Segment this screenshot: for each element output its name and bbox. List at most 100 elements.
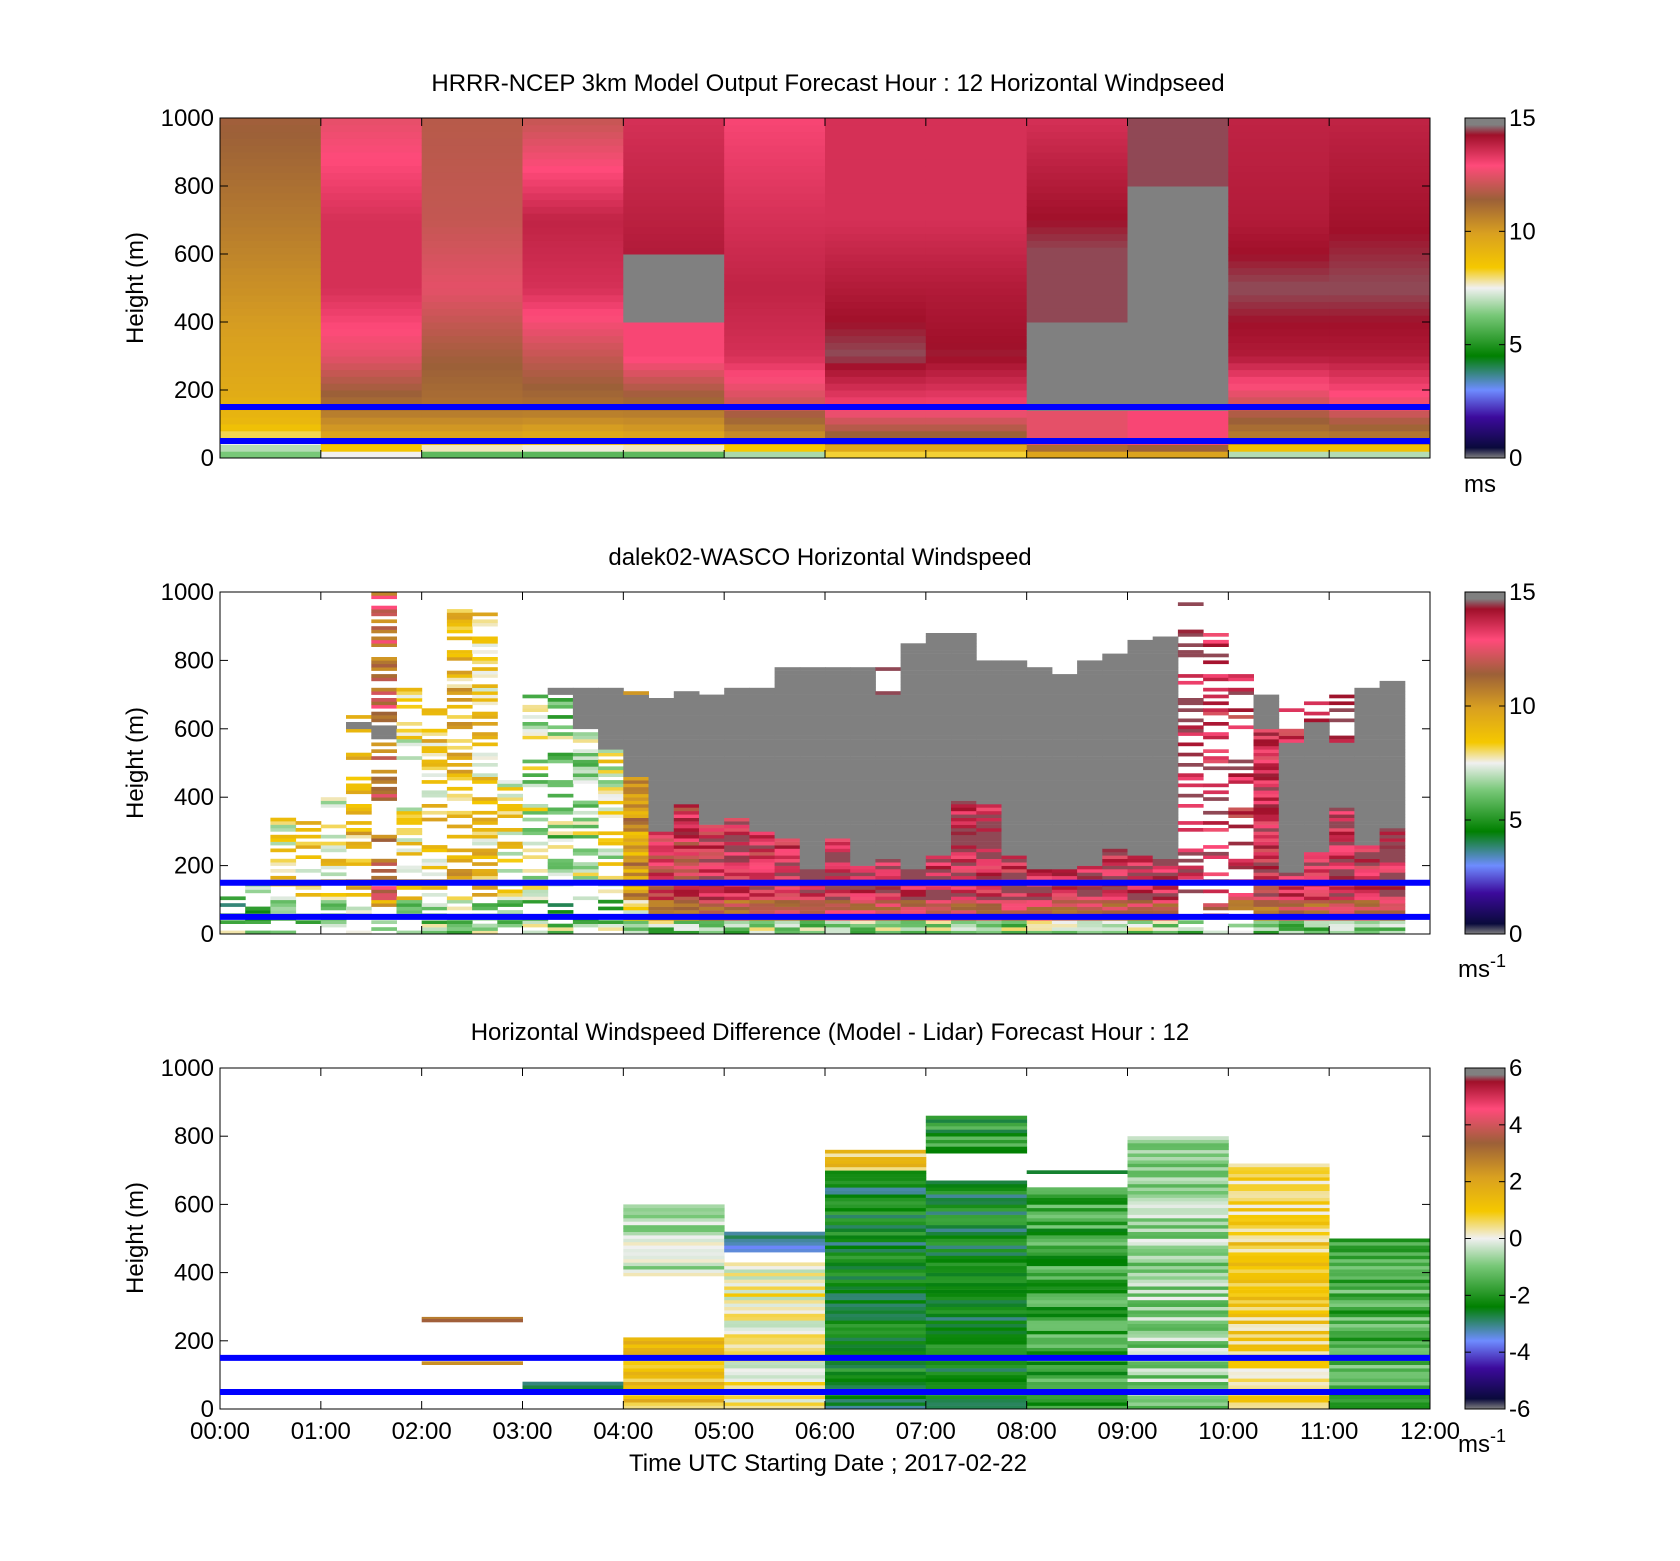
heatmap-cell [623,828,649,832]
heatmap-cell [1304,838,1330,842]
heatmap-cell [749,899,776,904]
heatmap-cell [1001,927,1028,931]
heatmap-cell [1127,369,1229,377]
heatmap-cell [1102,848,1128,853]
heatmap-cell [699,759,725,764]
heatmap-cell [825,444,927,452]
heatmap-cell [774,834,801,839]
heatmap-cell [421,165,523,173]
heatmap-cell [1304,875,1330,880]
heatmap-cell [673,752,700,757]
heatmap-cell [1127,1269,1229,1273]
heatmap-cell [320,903,347,907]
heatmap-cell [900,903,927,907]
heatmap-cell [648,869,675,873]
heatmap-cell [396,841,423,846]
heatmap-cell [749,752,776,757]
heatmap-cell [371,677,397,682]
heatmap-cell [925,735,952,740]
heatmap-cell [1127,1166,1229,1171]
heatmap-cell [951,633,977,637]
heatmap-cell [925,732,952,736]
heatmap-cell [976,708,1002,712]
heatmap-cell [850,824,876,829]
heatmap-cell [295,834,322,839]
heatmap-cell [421,732,448,736]
heatmap-cell [295,828,322,832]
heatmap-cell [724,1361,826,1365]
heatmap-cell [825,328,927,337]
heatmap-cell [724,691,750,695]
heatmap-cell [598,745,624,750]
heatmap-cell [1127,322,1229,330]
heatmap-cell [446,629,473,634]
heatmap-cell [900,797,927,801]
heatmap-cell [623,920,649,924]
heatmap-cell [1228,1316,1330,1321]
heatmap-cell [1026,701,1053,706]
heatmap-cell [724,424,826,432]
heatmap-cell [825,1214,927,1219]
heatmap-cell [976,824,1002,829]
heatmap-cell [825,226,927,235]
heatmap-cell [1354,797,1381,801]
heatmap-cell [1329,1405,1431,1410]
heatmap-cell [1127,920,1154,924]
heatmap-cell [825,759,851,764]
heatmap-cell [1127,1183,1229,1188]
heatmap-cell [1177,602,1204,606]
heatmap-cell [1278,845,1305,849]
heatmap-cell [572,722,599,726]
heatmap-cell [1152,800,1179,805]
heatmap-cell [446,776,473,781]
heatmap-cell [875,766,902,771]
heatmap-cell [925,814,952,818]
heatmap-cell [1228,1313,1330,1318]
heatmap-cell [925,646,952,651]
heatmap-cell [925,1364,1028,1369]
heatmap-cell [1228,858,1254,863]
heatmap-cell [623,1395,725,1400]
heatmap-cell [371,639,397,644]
heatmap-cell [1001,862,1028,866]
heatmap-cell [724,1306,826,1311]
heatmap-cell [1152,732,1179,736]
heatmap-cell [1026,1279,1128,1284]
heatmap-cell [724,687,750,692]
heatmap-cell [976,674,1002,678]
heatmap-cell [472,862,498,866]
heatmap-cell [1102,763,1128,767]
heatmap-cell [976,851,1002,856]
heatmap-cell [320,138,423,146]
heatmap-cell [925,786,952,791]
heatmap-cell [1127,1398,1229,1403]
heatmap-cell [825,172,927,180]
heatmap-cell [220,410,322,418]
x-tick-label: 09:00 [1097,1418,1157,1445]
heatmap-cell [925,759,952,764]
heatmap-cell [724,862,750,866]
heatmap-cell [951,828,977,832]
heatmap-cell [900,752,927,757]
heatmap-cell [925,1374,1028,1379]
heatmap-cell [522,124,624,133]
heatmap-cell [900,848,927,853]
heatmap-cell [1127,927,1154,931]
heatmap-cell [1077,667,1103,671]
heatmap-cell [346,834,372,839]
heatmap-cell [1278,780,1305,784]
heatmap-cell [1026,294,1128,303]
heatmap-cell [1228,807,1254,812]
heatmap-cell [1278,745,1305,750]
heatmap-cell [1026,1364,1128,1369]
heatmap-cell [421,396,523,405]
heatmap-cell [925,855,952,859]
heatmap-cell [1354,851,1381,856]
heatmap-cell [1127,1313,1229,1318]
colorbar-tick-label: -4 [1509,1339,1530,1366]
heatmap-cell [749,783,776,788]
heatmap-cell [825,1221,927,1226]
heatmap-cell [623,369,725,377]
heatmap-cell [1127,660,1154,665]
heatmap-cell [220,226,322,235]
